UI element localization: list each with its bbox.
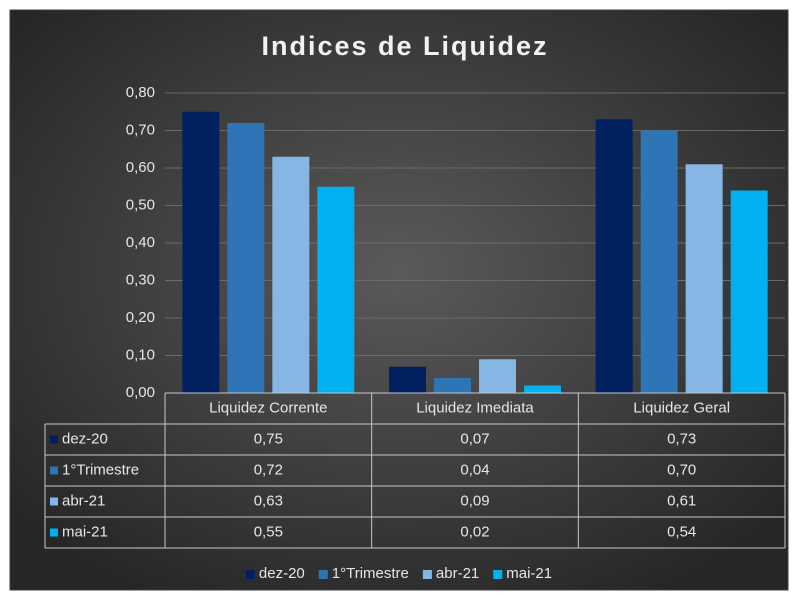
table-value: 0,04 bbox=[460, 461, 489, 478]
table-value: 0,63 bbox=[254, 492, 283, 509]
table-header: Liquidez Imediata bbox=[416, 399, 534, 416]
legend-key bbox=[318, 570, 328, 579]
bar bbox=[479, 359, 516, 393]
legend-label: dez-20 bbox=[259, 565, 305, 582]
table-value: 0,72 bbox=[254, 461, 283, 478]
legend-key bbox=[245, 570, 255, 579]
table-value: 0,70 bbox=[667, 461, 696, 478]
table-value: 0,54 bbox=[667, 523, 696, 540]
legend-label: mai-21 bbox=[506, 565, 552, 582]
table-legend-key bbox=[50, 528, 58, 537]
table-series-name: abr-21 bbox=[62, 492, 105, 509]
bar bbox=[227, 123, 265, 393]
y-tick-label: 0,30 bbox=[126, 271, 155, 288]
y-tick-label: 0,70 bbox=[126, 121, 155, 138]
table-value: 0,07 bbox=[460, 430, 489, 447]
bar bbox=[389, 366, 426, 393]
y-tick-label: 0,00 bbox=[126, 384, 155, 401]
table-value: 0,75 bbox=[254, 430, 283, 447]
legend-key bbox=[422, 570, 432, 579]
bar bbox=[434, 378, 471, 393]
bar bbox=[595, 119, 633, 393]
table-legend-key bbox=[50, 466, 58, 475]
table-value: 0,02 bbox=[460, 523, 489, 540]
legend-label: abr-21 bbox=[436, 565, 479, 582]
table-header: Liquidez Geral bbox=[633, 399, 730, 416]
y-tick-label: 0,20 bbox=[126, 309, 155, 326]
table-value: 0,61 bbox=[667, 492, 696, 509]
y-tick-label: 0,40 bbox=[126, 234, 155, 251]
table-series-name: dez-20 bbox=[62, 430, 108, 447]
table-series-name: mai-21 bbox=[62, 523, 108, 540]
bar bbox=[524, 385, 561, 393]
table-value: 0,55 bbox=[254, 523, 283, 540]
y-tick-label: 0,50 bbox=[126, 196, 155, 213]
bar bbox=[640, 130, 678, 393]
table-value: 0,73 bbox=[667, 430, 696, 447]
bar bbox=[730, 190, 768, 393]
bar bbox=[182, 111, 220, 393]
y-tick-label: 0,60 bbox=[126, 159, 155, 176]
bar bbox=[317, 186, 355, 393]
bar bbox=[272, 156, 310, 393]
table-legend-key bbox=[50, 435, 58, 444]
y-tick-label: 0,80 bbox=[126, 84, 155, 101]
table-header: Liquidez Corrente bbox=[209, 399, 327, 416]
table-value: 0,09 bbox=[460, 492, 489, 509]
legend-label: 1°Trimestre bbox=[332, 565, 409, 582]
bar bbox=[685, 164, 723, 393]
table-series-name: 1°Trimestre bbox=[62, 461, 139, 478]
chart-title: Indices de Liquidez bbox=[261, 31, 548, 61]
table-legend-key bbox=[50, 497, 58, 506]
legend-key bbox=[493, 570, 503, 579]
y-tick-label: 0,10 bbox=[126, 346, 155, 363]
